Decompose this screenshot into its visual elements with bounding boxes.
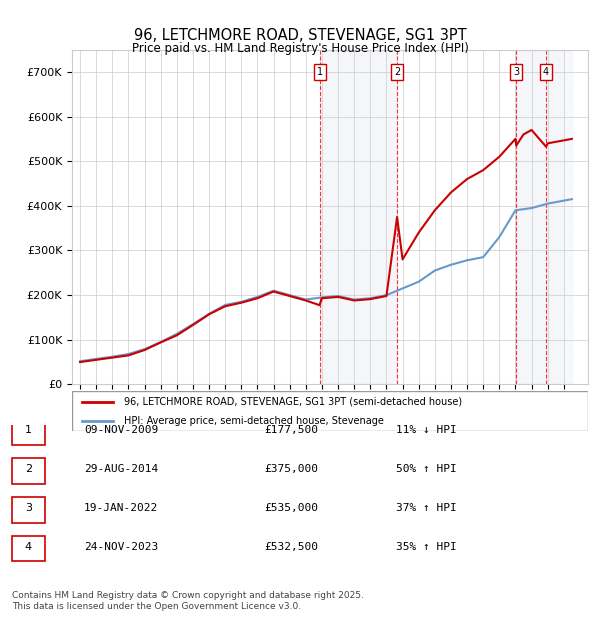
Text: 2: 2 [25,464,32,474]
Text: 11% ↓ HPI: 11% ↓ HPI [396,425,457,435]
Bar [320,50,397,384]
Text: 96, LETCHMORE ROAD, STEVENAGE, SG1 3PT (semi-detached house): 96, LETCHMORE ROAD, STEVENAGE, SG1 3PT (… [124,397,462,407]
Text: £535,000: £535,000 [264,503,318,513]
Text: 09-NOV-2009: 09-NOV-2009 [84,425,158,435]
FancyBboxPatch shape [12,536,45,562]
FancyBboxPatch shape [12,497,45,523]
Text: 2: 2 [394,67,400,77]
Text: 4: 4 [543,67,549,77]
Text: 4: 4 [25,542,32,552]
FancyBboxPatch shape [12,419,45,445]
Text: 19-JAN-2022: 19-JAN-2022 [84,503,158,513]
Text: 3: 3 [25,503,32,513]
Text: Price paid vs. HM Land Registry's House Price Index (HPI): Price paid vs. HM Land Registry's House … [131,42,469,55]
FancyBboxPatch shape [72,391,588,431]
Text: £532,500: £532,500 [264,542,318,552]
Text: 96, LETCHMORE ROAD, STEVENAGE, SG1 3PT: 96, LETCHMORE ROAD, STEVENAGE, SG1 3PT [134,28,466,43]
Text: 1: 1 [317,67,323,77]
Text: 1: 1 [25,425,32,435]
Text: 3: 3 [513,67,520,77]
Text: HPI: Average price, semi-detached house, Stevenage: HPI: Average price, semi-detached house,… [124,416,383,426]
Text: £375,000: £375,000 [264,464,318,474]
Text: 35% ↑ HPI: 35% ↑ HPI [396,542,457,552]
Text: Contains HM Land Registry data © Crown copyright and database right 2025.
This d: Contains HM Land Registry data © Crown c… [12,591,364,611]
Text: 24-NOV-2023: 24-NOV-2023 [84,542,158,552]
Bar [516,50,572,384]
Text: £177,500: £177,500 [264,425,318,435]
Text: 50% ↑ HPI: 50% ↑ HPI [396,464,457,474]
Text: 37% ↑ HPI: 37% ↑ HPI [396,503,457,513]
Text: 29-AUG-2014: 29-AUG-2014 [84,464,158,474]
FancyBboxPatch shape [12,458,45,484]
Bar [564,50,588,384]
